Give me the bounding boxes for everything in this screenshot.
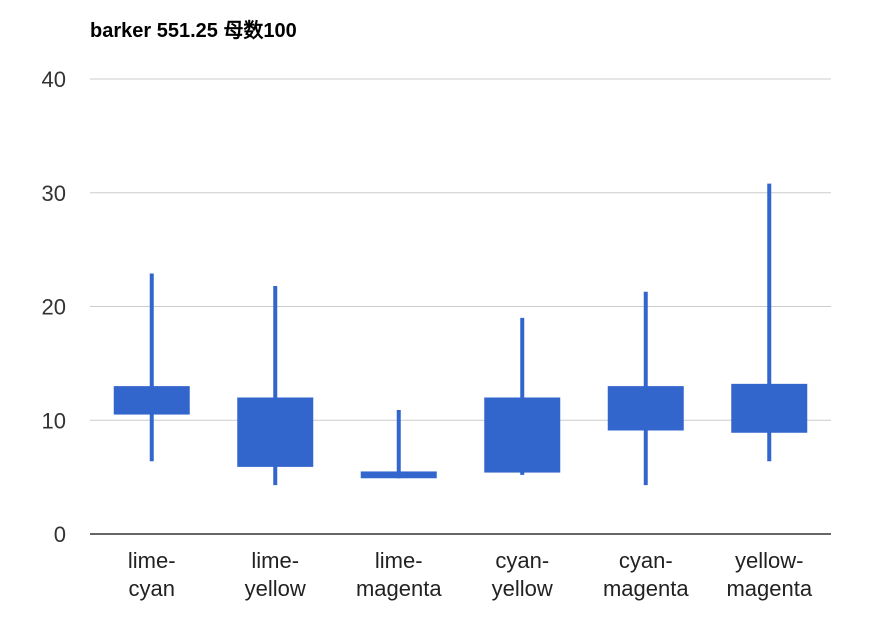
- x-tick-label: magenta: [603, 576, 689, 601]
- x-tick-label: magenta: [726, 576, 812, 601]
- y-tick-label: 10: [42, 408, 66, 433]
- y-tick-label: 0: [54, 522, 66, 547]
- candle-body: [731, 383, 808, 433]
- x-tick-label: yellow-: [735, 548, 803, 573]
- x-tick-label: cyan-: [619, 548, 673, 573]
- x-tick-label: cyan-: [495, 548, 549, 573]
- candle-body: [484, 397, 561, 473]
- x-tick-label: lime-: [128, 548, 176, 573]
- x-tick-label: lime-: [375, 548, 423, 573]
- chart-title: barker 551.25 母数100: [90, 20, 297, 42]
- y-tick-label: 40: [42, 67, 66, 92]
- candle-body: [237, 397, 314, 467]
- candle-body: [360, 471, 437, 479]
- x-tick-label: yellow: [492, 576, 553, 601]
- x-tick-label: yellow: [245, 576, 306, 601]
- x-tick-label: magenta: [356, 576, 442, 601]
- y-tick-label: 20: [42, 295, 66, 320]
- candle-body: [607, 386, 684, 431]
- x-tick-label: lime-: [251, 548, 299, 573]
- y-tick-label: 30: [42, 181, 66, 206]
- candle-body: [113, 386, 190, 415]
- x-tick-label: cyan: [129, 576, 175, 601]
